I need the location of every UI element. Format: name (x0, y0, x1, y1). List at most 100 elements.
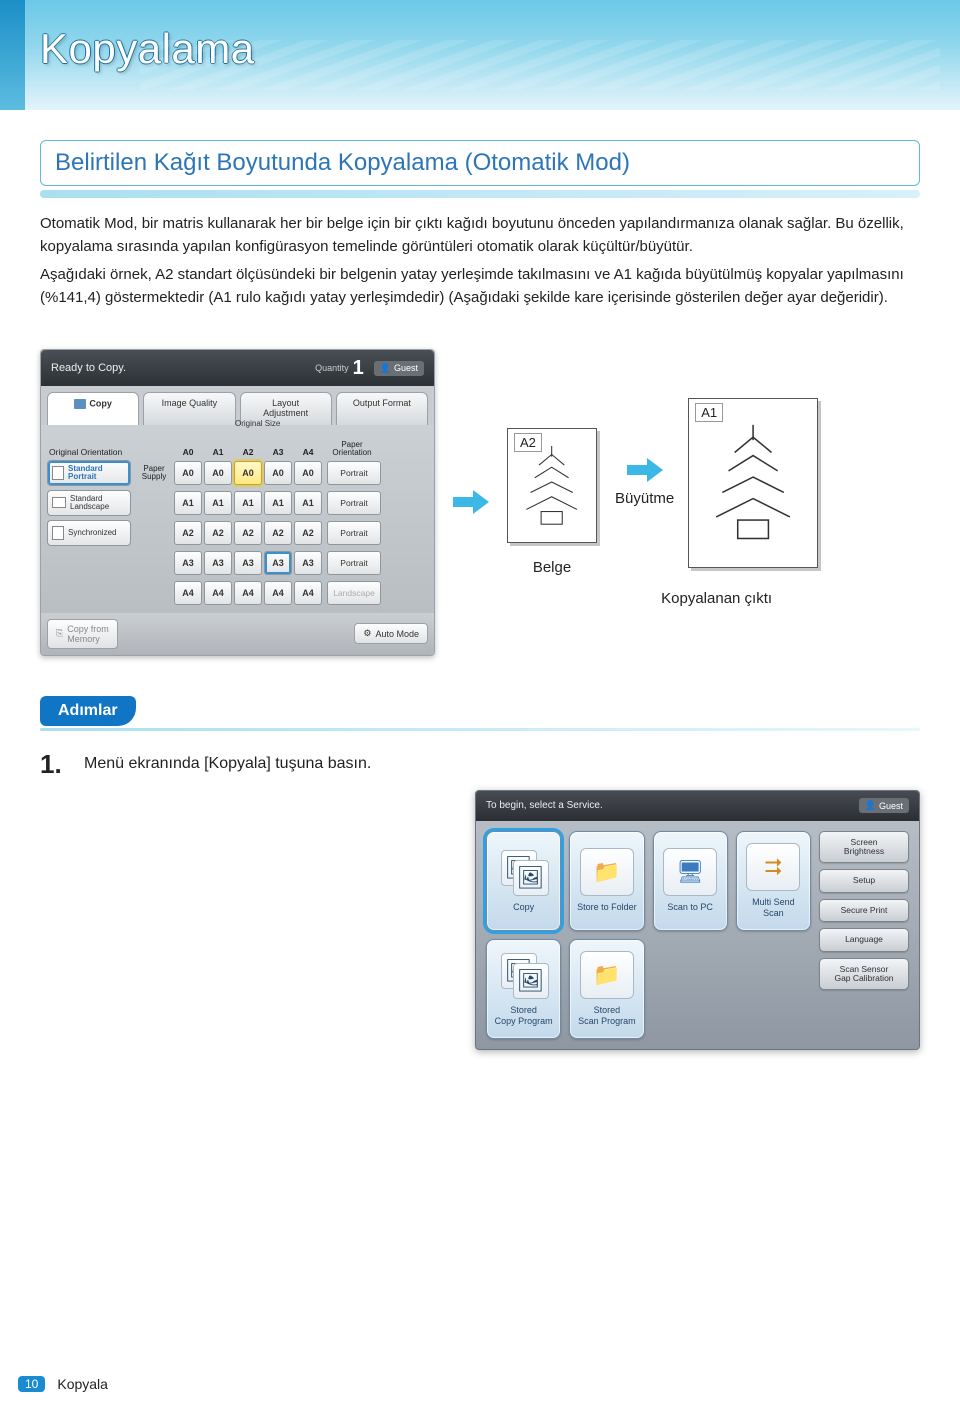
steps-heading: Adımlar (40, 696, 136, 726)
grid-row-4: A4 A4 A4 A4 A4 Landscape (47, 579, 428, 607)
cell-2-4[interactable]: A2 (294, 521, 322, 545)
side-screen-brightness[interactable]: Screen Brightness (819, 831, 909, 864)
belge-caption: Belge (533, 559, 571, 576)
auto-mode-button[interactable]: ⚙Auto Mode (354, 623, 428, 644)
stored-copy-icon: 🖼 🖼 (497, 951, 551, 999)
po-0[interactable]: Portrait (327, 461, 381, 485)
service-stored-scan-program[interactable]: 📁 Stored Scan Program (569, 939, 644, 1039)
side-secure-print[interactable]: Secure Print (819, 899, 909, 922)
po-4[interactable]: Landscape (327, 581, 381, 605)
orig-orient-header: Original Orientation (47, 447, 135, 457)
menu-screenshot-wrap: To begin, select a Service. 👤 Guest 🖼 🖼 … (40, 790, 920, 1050)
chapter-banner: Kopyalama (0, 0, 960, 110)
quantity-label: Quantity (315, 363, 349, 373)
portrait-icon (52, 466, 64, 480)
copy-from-memory-button[interactable]: ⎘Copy from Memory (47, 619, 118, 649)
cell-0-2[interactable]: A0 (234, 461, 262, 485)
col-a4: A4 (293, 447, 323, 457)
cell-2-1[interactable]: A2 (204, 521, 232, 545)
ready-status: Ready to Copy. (51, 362, 315, 374)
user-icon: 👤 (380, 363, 391, 374)
side-language[interactable]: Language (819, 928, 909, 951)
cell-4-0[interactable]: A4 (174, 581, 202, 605)
guest-badge[interactable]: 👤 Guest (374, 361, 424, 376)
cell-3-4[interactable]: A3 (294, 551, 322, 575)
cell-2-0[interactable]: A2 (174, 521, 202, 545)
col-a1: A1 (203, 447, 233, 457)
po-2[interactable]: Portrait (327, 521, 381, 545)
orient-standard-landscape[interactable]: Standard Landscape (47, 490, 131, 516)
step-1: 1. Menü ekranında [Kopyala] tuşuna basın… (40, 749, 920, 780)
service-scan-to-pc[interactable]: 🖥 Scan to PC (653, 831, 728, 931)
cell-1-2[interactable]: A1 (234, 491, 262, 515)
page-footer: 10 Kopyala (18, 1376, 108, 1392)
copy-panel-footer: ⎘Copy from Memory ⚙Auto Mode (41, 613, 434, 655)
cell-3-1[interactable]: A3 (204, 551, 232, 575)
auto-icon: ⚙ (363, 628, 371, 639)
footer-label: Kopyala (57, 1376, 108, 1392)
multisend-icon: ⮆ (746, 843, 800, 891)
col-a0: A0 (173, 447, 203, 457)
cell-3-0[interactable]: A3 (174, 551, 202, 575)
cell-0-3[interactable]: A0 (264, 461, 292, 485)
cell-1-0[interactable]: A1 (174, 491, 202, 515)
menu-guest-badge[interactable]: 👤 Guest (859, 798, 909, 813)
cell-1-4[interactable]: A1 (294, 491, 322, 515)
side-setup[interactable]: Setup (819, 869, 909, 892)
folder-icon: 📁 (580, 848, 634, 896)
body-paragraph-2: Aşağıdaki örnek, A2 standart ölçüsündeki… (40, 263, 920, 310)
tab-output-format[interactable]: Output Format (336, 392, 428, 425)
section-title: Belirtilen Kağıt Boyutunda Kopyalama (Ot… (55, 149, 905, 177)
landscape-icon (52, 497, 66, 508)
cell-1-1[interactable]: A1 (204, 491, 232, 515)
step-1-number: 1. (40, 749, 68, 780)
cell-1-3[interactable]: A1 (264, 491, 292, 515)
po-1[interactable]: Portrait (327, 491, 381, 515)
menu-body: 🖼 🖼 Copy 📁 Store to Folder 🖥 Scan to PC (476, 821, 919, 1049)
cell-2-2[interactable]: A2 (234, 521, 262, 545)
grid-row-0: Standard Portrait Paper Supply A0 A0 A0 … (47, 459, 428, 487)
grid-row-2: Synchronized A2 A2 A2 A2 A2 Portrait (47, 519, 428, 547)
arrow-2 (627, 458, 663, 482)
enlarge-row: Büyütme A1 (615, 398, 818, 568)
cell-2-3[interactable]: A2 (264, 521, 292, 545)
cell-4-1[interactable]: A4 (204, 581, 232, 605)
arrow-1 (453, 490, 489, 514)
service-multi-send-scan[interactable]: ⮆ Multi Send Scan (736, 831, 811, 931)
menu-guest-label: Guest (879, 801, 903, 811)
copy-panel-header: Ready to Copy. Quantity 1 👤 Guest (41, 350, 434, 386)
original-size-header: Original Size (235, 419, 280, 428)
copy-tab-icon (74, 399, 86, 409)
step-1-text: Menü ekranında [Kopyala] tuşuna basın. (84, 749, 371, 773)
side-scan-sensor-gap[interactable]: Scan Sensor Gap Calibration (819, 958, 909, 991)
service-stored-copy-program[interactable]: 🖼 🖼 Stored Copy Program (486, 939, 561, 1039)
paper-supply-label: Paper Supply (135, 465, 173, 481)
a1-label: A1 (695, 403, 723, 422)
section-underline (40, 190, 920, 198)
cell-0-1[interactable]: A0 (204, 461, 232, 485)
tab-image-quality[interactable]: Image Quality (143, 392, 235, 425)
orient-synchronized[interactable]: Synchronized (47, 520, 131, 546)
figure-row: Ready to Copy. Quantity 1 👤 Guest Copy I… (40, 349, 920, 656)
grid-row-3: A3 A3 A3 A3 A3 Portrait (47, 549, 428, 577)
po-3[interactable]: Portrait (327, 551, 381, 575)
tab-copy[interactable]: Copy (47, 392, 139, 425)
a2-column: A2 Belge (507, 428, 597, 576)
quantity-value: 1 (353, 357, 364, 380)
service-store-to-folder[interactable]: 📁 Store to Folder (569, 831, 644, 931)
service-copy[interactable]: 🖼 🖼 Copy (486, 831, 561, 931)
cell-3-3[interactable]: A3 (264, 551, 292, 575)
cell-3-2[interactable]: A3 (234, 551, 262, 575)
cell-0-4[interactable]: A0 (294, 461, 322, 485)
section-heading-box: Belirtilen Kağıt Boyutunda Kopyalama (Ot… (40, 140, 920, 186)
menu-side-column: Screen Brightness Setup Secure Print Lan… (819, 831, 909, 1039)
steps-section: Adımlar 1. Menü ekranında [Kopyala] tuşu… (40, 686, 920, 780)
menu-grid: 🖼 🖼 Copy 📁 Store to Folder 🖥 Scan to PC (486, 831, 811, 1039)
cell-4-3[interactable]: A4 (264, 581, 292, 605)
cell-4-2[interactable]: A4 (234, 581, 262, 605)
orient-standard-portrait[interactable]: Standard Portrait (47, 460, 131, 486)
col-a3: A3 (263, 447, 293, 457)
cell-0-0[interactable]: A0 (174, 461, 202, 485)
cell-4-4[interactable]: A4 (294, 581, 322, 605)
guest-label: Guest (394, 363, 418, 373)
